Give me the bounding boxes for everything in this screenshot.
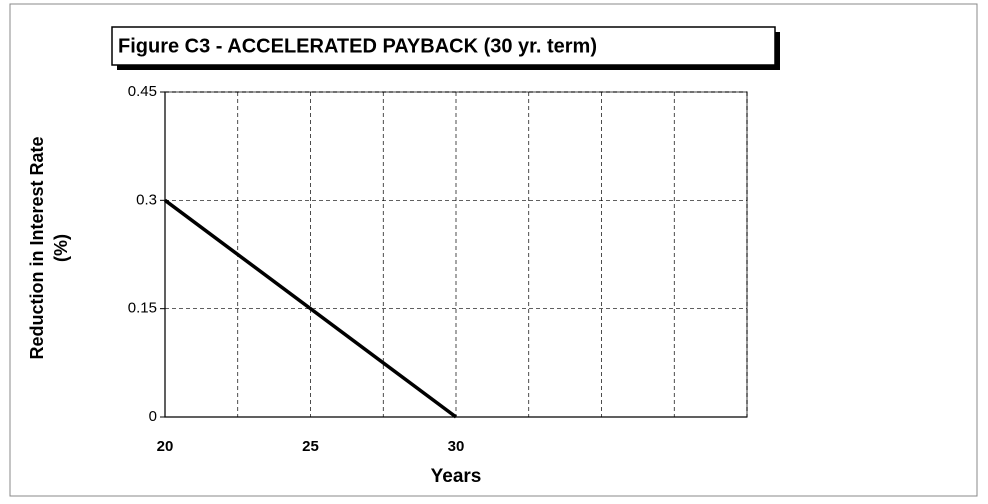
y-tick-label: 0.45 — [128, 83, 157, 100]
x-axis-label: Years — [431, 466, 482, 487]
y-axis-label: Reduction in Interest Rate — [27, 136, 47, 359]
y-axis-label: (%) — [51, 234, 71, 262]
x-tick-label: 25 — [302, 438, 319, 455]
x-tick-label: 30 — [448, 438, 465, 455]
x-tick-label: 20 — [157, 438, 174, 455]
y-tick-label: 0.3 — [136, 191, 157, 208]
data-line — [163, 198, 458, 419]
title-box — [111, 26, 776, 66]
y-tick-label: 0.15 — [128, 300, 157, 317]
chart-title: Figure C3 - ACCELERATED PAYBACK (30 yr. … — [118, 35, 597, 57]
y-tick-label: 0 — [149, 408, 157, 425]
